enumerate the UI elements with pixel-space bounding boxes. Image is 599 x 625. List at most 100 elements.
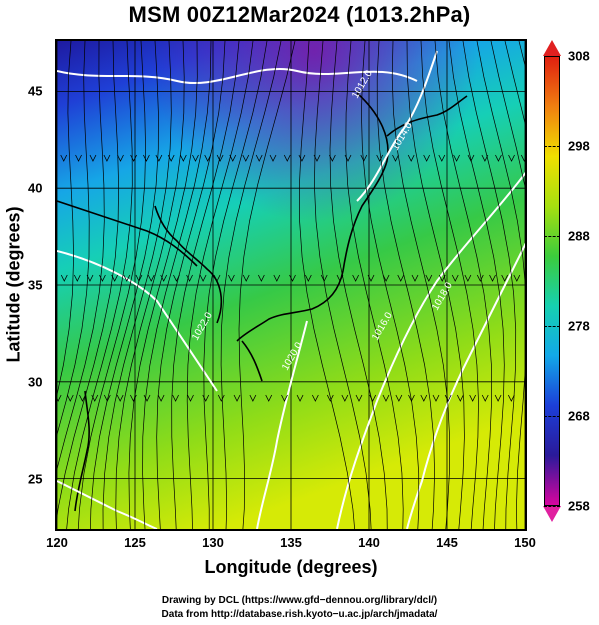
streamline-arrow — [75, 154, 82, 162]
streamline-arrow — [147, 274, 155, 282]
streamline — [345, 41, 404, 529]
streamline-arrow — [269, 154, 277, 162]
streamline — [57, 41, 74, 397]
streamline-arrow — [167, 154, 175, 162]
colorbar-tick-label: 258 — [568, 498, 590, 514]
streamline-arrow — [186, 274, 193, 282]
streamline-arrow — [507, 394, 515, 402]
streamline-arrow — [242, 154, 250, 162]
streamline-arrow — [494, 394, 502, 402]
streamline — [90, 41, 159, 529]
streamline-arrow — [382, 394, 390, 402]
streamline-arrow — [255, 154, 263, 162]
streamline-arrow — [476, 274, 484, 282]
credit-data: Data from http://database.rish.kyoto−u.a… — [161, 609, 438, 620]
streamline-arrow — [204, 154, 212, 162]
streamline — [57, 41, 90, 436]
colorbar-tick-mark — [544, 56, 560, 57]
x-tick-label: 125 — [124, 535, 146, 550]
streamline — [314, 41, 372, 529]
colorbar — [544, 56, 560, 506]
streamline-arrow — [192, 154, 199, 162]
streamline — [420, 41, 479, 529]
streamline-arrow — [187, 394, 194, 402]
streamline-arrow — [407, 154, 415, 162]
y-tick-label: 35 — [28, 277, 43, 293]
streamline — [448, 41, 505, 529]
streamline-arrow — [249, 394, 257, 402]
streamline-arrow — [508, 154, 515, 162]
streamline-arrow — [311, 394, 319, 402]
streamline-arrow — [242, 274, 250, 282]
streamline-arrow — [179, 154, 187, 162]
streamline-arrow — [425, 274, 433, 282]
streamline-arrow — [99, 274, 106, 282]
streamline-arrow — [228, 274, 235, 282]
streamline — [376, 41, 435, 529]
streamline — [238, 41, 296, 529]
streamline-arrow — [395, 394, 403, 402]
streamline — [115, 41, 185, 529]
streamline-arrow — [289, 274, 296, 282]
streamline — [142, 41, 212, 529]
streamline-arrow — [336, 274, 344, 282]
y-tick-label: 45 — [28, 83, 43, 99]
streamline — [57, 41, 105, 471]
streamline — [406, 41, 465, 529]
colorbar-tick-mark — [544, 506, 560, 507]
streamline — [220, 41, 282, 529]
streamline-arrow — [60, 274, 68, 282]
streamline-arrow — [467, 154, 475, 162]
streamline-arrow — [520, 154, 525, 162]
streamline — [299, 41, 355, 529]
streamline — [490, 41, 525, 189]
y-tick-label: 40 — [28, 180, 43, 196]
colorbar-tick-label: 308 — [568, 48, 590, 64]
streamline-arrow — [116, 394, 124, 402]
streamline — [128, 41, 198, 529]
streamline-arrow — [73, 274, 81, 282]
streamline-arrow — [341, 394, 349, 402]
streamline-arrow — [265, 394, 273, 402]
x-tick-label: 135 — [280, 535, 302, 550]
streamline-arrow — [79, 394, 86, 402]
streamline — [171, 41, 240, 529]
wind-streamlines — [57, 41, 525, 529]
y-tick-label: 30 — [28, 374, 43, 390]
streamline-arrow — [213, 274, 221, 282]
streamline-arrow — [355, 394, 363, 402]
streamline-arrow — [296, 394, 304, 402]
streamline-arrow — [313, 154, 321, 162]
streamline-arrow — [481, 394, 489, 402]
streamline-arrow — [344, 154, 352, 162]
map-plot-area: 1012.0 1014.0 1016.0 1018.0 1020.0 1022.0 — [55, 39, 527, 531]
streamline-arrow — [111, 274, 119, 282]
streamline-arrow — [172, 394, 179, 402]
streamline-arrow — [369, 394, 377, 402]
streamline — [476, 41, 525, 529]
streamline — [156, 41, 226, 529]
colorbar-tick-mark — [544, 326, 560, 327]
streamline-arrow — [464, 274, 472, 282]
streamline-arrow — [411, 274, 419, 282]
streamline-arrow — [326, 394, 334, 402]
x-tick-label: 140 — [358, 535, 380, 550]
streamline-arrow — [453, 154, 460, 162]
streamline-arrow — [273, 274, 281, 282]
streamline-arrow — [469, 394, 477, 402]
streamline-arrow — [143, 154, 150, 162]
streamline-arrow — [397, 274, 405, 282]
streamline — [361, 41, 420, 529]
chart-title: MSM 00Z12Mar2024 (1013.2hPa) — [128, 2, 471, 27]
streamline-arrow — [438, 154, 446, 162]
colorbar-tick-mark — [544, 416, 560, 417]
streamline-arrow — [495, 154, 502, 162]
streamline-arrow — [382, 274, 390, 282]
streamline-arrow — [456, 394, 464, 402]
x-tick-label: 145 — [436, 535, 458, 550]
streamline — [77, 41, 146, 529]
streamline-arrow — [117, 154, 124, 162]
streamline-arrow — [367, 274, 375, 282]
streamline-arrow — [444, 394, 452, 402]
streamline-arrow — [432, 394, 440, 402]
